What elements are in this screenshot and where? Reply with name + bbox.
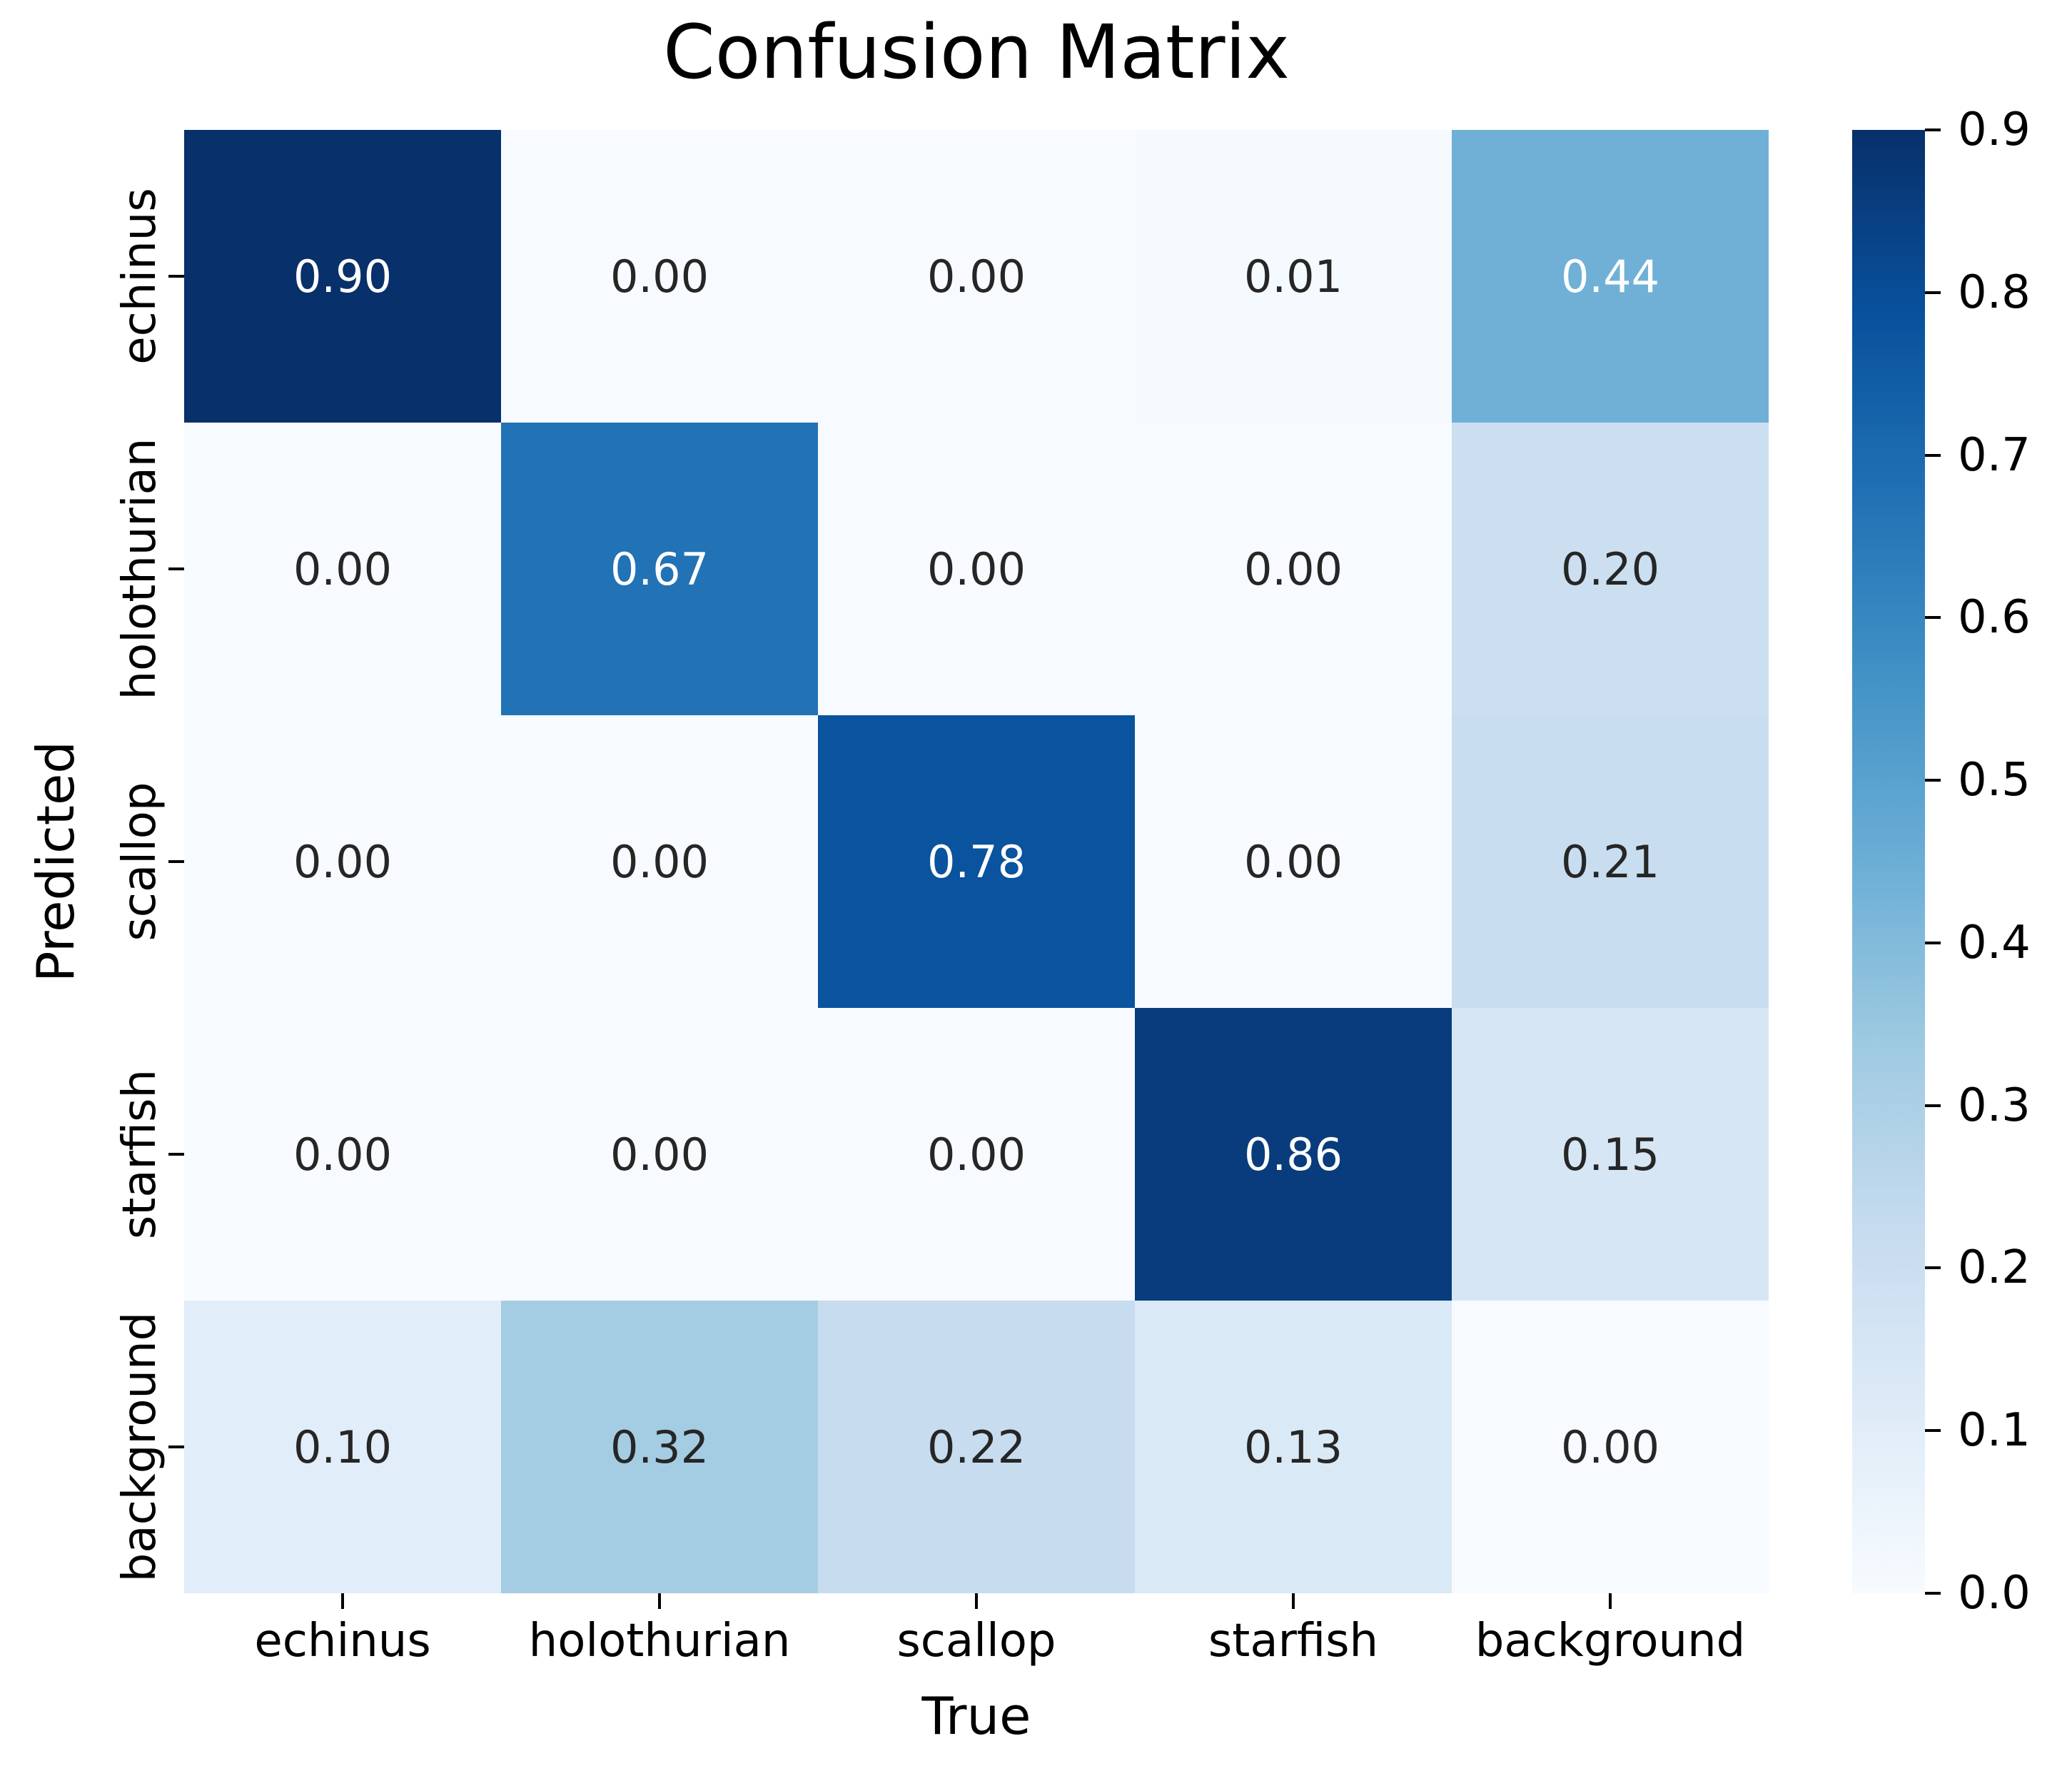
y-tick-label: starfish <box>113 1069 166 1240</box>
colorbar-tick-mark <box>1925 128 1941 131</box>
colorbar-tick-label: 0.8 <box>1958 266 2031 319</box>
heatmap-cell: 0.00 <box>1452 1301 1769 1593</box>
colorbar-tick-label: 0.1 <box>1958 1404 2031 1458</box>
cell-value: 0.67 <box>610 543 709 595</box>
cell-value: 0.13 <box>1243 1421 1343 1473</box>
cell-value: 0.00 <box>1243 835 1343 888</box>
colorbar-tick-mark <box>1925 291 1941 294</box>
cell-value: 0.15 <box>1560 1128 1660 1181</box>
heatmap-cell: 0.22 <box>818 1301 1135 1593</box>
x-tick-mark <box>1292 1593 1295 1609</box>
y-tick-label: echinus <box>113 188 166 365</box>
y-tick-label: scallop <box>113 782 166 942</box>
colorbar <box>1852 130 1925 1593</box>
x-tick-label: scallop <box>896 1615 1056 1667</box>
cell-value: 0.00 <box>293 835 393 888</box>
y-axis-label: Predicted <box>26 741 86 982</box>
cell-value: 0.00 <box>1243 543 1343 595</box>
x-tick-label: starfish <box>1208 1615 1379 1667</box>
cell-value: 0.90 <box>293 250 393 303</box>
heatmap-cell: 0.00 <box>818 1008 1135 1301</box>
colorbar-tick-label: 0.7 <box>1958 428 2031 482</box>
heatmap-cell: 0.00 <box>501 130 818 423</box>
heatmap-cell: 0.20 <box>1452 423 1769 715</box>
cell-value: 0.20 <box>1560 543 1660 595</box>
heatmap-cell: 0.90 <box>184 130 501 423</box>
colorbar-tick-mark <box>1925 453 1941 457</box>
colorbar-tick-mark <box>1925 779 1941 782</box>
heatmap-cell: 0.44 <box>1452 130 1769 423</box>
cell-value: 0.00 <box>926 543 1026 595</box>
heatmap-cell: 0.00 <box>818 423 1135 715</box>
cell-value: 0.00 <box>293 1128 393 1181</box>
colorbar-tick-label: 0.9 <box>1958 104 2031 156</box>
colorbar-tick-label: 0.3 <box>1958 1079 2031 1132</box>
y-tick-mark <box>168 275 184 278</box>
y-tick-mark <box>168 860 184 863</box>
y-tick-mark <box>168 567 184 570</box>
heatmap-cell: 0.00 <box>184 423 501 715</box>
cell-value: 0.32 <box>610 1421 709 1473</box>
cell-value: 0.00 <box>610 1128 709 1181</box>
colorbar-tick-label: 0.2 <box>1958 1241 2031 1295</box>
y-tick-label: holothurian <box>113 438 166 700</box>
y-tick-label: background <box>113 1311 166 1583</box>
colorbar-tick-mark <box>1925 1592 1941 1595</box>
cell-value: 0.44 <box>1560 250 1660 303</box>
heatmap-cell: 0.00 <box>184 1008 501 1301</box>
x-tick-label: echinus <box>254 1615 431 1667</box>
heatmap-cell: 0.10 <box>184 1301 501 1593</box>
heatmap-cell: 0.78 <box>818 715 1135 1008</box>
cell-value: 0.10 <box>293 1421 393 1473</box>
colorbar-tick-mark <box>1925 616 1941 620</box>
heatmap-cell: 0.00 <box>1135 423 1452 715</box>
heatmap-grid: 0.90 0.00 0.00 0.01 0.44 0.00 0.67 0.00 0.00 0.20… <box>184 130 1769 1593</box>
heatmap-cell: 0.00 <box>184 715 501 1008</box>
x-tick-label: holothurian <box>528 1615 791 1667</box>
cell-value: 0.00 <box>293 543 393 595</box>
cell-value: 0.00 <box>926 250 1026 303</box>
colorbar-tick-label: 0.6 <box>1958 591 2031 645</box>
heatmap-cell: 0.21 <box>1452 715 1769 1008</box>
heatmap-cell: 0.86 <box>1135 1008 1452 1301</box>
colorbar-tick-label: 0.4 <box>1958 916 2031 969</box>
cell-value: 0.78 <box>926 835 1026 888</box>
cell-value: 0.21 <box>1560 835 1660 888</box>
x-axis-label: True <box>921 1686 1031 1746</box>
colorbar-tick-mark <box>1925 941 1941 944</box>
cell-value: 0.00 <box>610 250 709 303</box>
heatmap-cell: 0.00 <box>818 130 1135 423</box>
colorbar-tick-mark <box>1925 1104 1941 1107</box>
cell-value: 0.22 <box>926 1421 1026 1473</box>
heatmap-cell: 0.01 <box>1135 130 1452 423</box>
cell-value: 0.00 <box>926 1128 1026 1181</box>
colorbar-tick-label: 0.0 <box>1958 1567 2031 1620</box>
colorbar-tick-mark <box>1925 1266 1941 1270</box>
x-tick-mark <box>341 1593 344 1609</box>
heatmap-cell: 0.13 <box>1135 1301 1452 1593</box>
cell-value: 0.00 <box>610 835 709 888</box>
colorbar-tick-mark <box>1925 1429 1941 1433</box>
y-tick-mark <box>168 1445 184 1448</box>
heatmap-cell: 0.67 <box>501 423 818 715</box>
cell-value: 0.01 <box>1243 250 1343 303</box>
x-tick-mark <box>975 1593 978 1609</box>
heatmap-cell: 0.15 <box>1452 1008 1769 1301</box>
cell-value: 0.86 <box>1243 1128 1343 1181</box>
heatmap-cell: 0.32 <box>501 1301 818 1593</box>
colorbar-tick-label: 0.5 <box>1958 754 2031 807</box>
heatmap-cell: 0.00 <box>1135 715 1452 1008</box>
y-tick-mark <box>168 1153 184 1156</box>
x-tick-mark <box>658 1593 661 1609</box>
chart-title: Confusion Matrix <box>663 9 1290 96</box>
heatmap-cell: 0.00 <box>501 1008 818 1301</box>
x-tick-label: background <box>1475 1615 1746 1667</box>
cell-value: 0.00 <box>1560 1421 1660 1473</box>
x-tick-mark <box>1609 1593 1612 1609</box>
heatmap-cell: 0.00 <box>501 715 818 1008</box>
